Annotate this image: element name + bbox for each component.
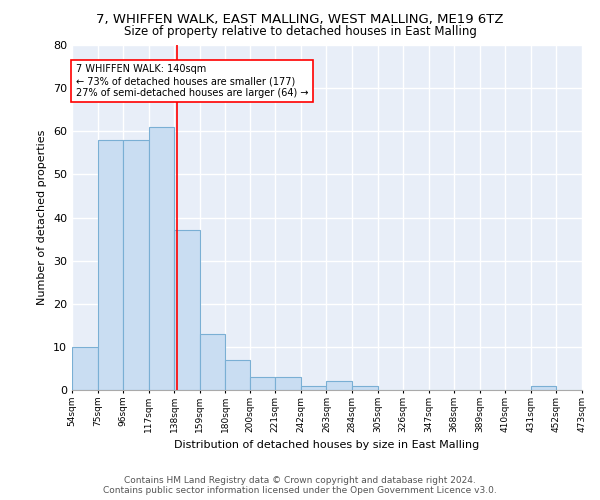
Text: 7, WHIFFEN WALK, EAST MALLING, WEST MALLING, ME19 6TZ: 7, WHIFFEN WALK, EAST MALLING, WEST MALL… <box>96 12 504 26</box>
Text: Size of property relative to detached houses in East Malling: Size of property relative to detached ho… <box>124 25 476 38</box>
Text: 7 WHIFFEN WALK: 140sqm
← 73% of detached houses are smaller (177)
27% of semi-de: 7 WHIFFEN WALK: 140sqm ← 73% of detached… <box>76 64 308 98</box>
Bar <box>174 230 200 390</box>
Text: Contains HM Land Registry data © Crown copyright and database right 2024.
Contai: Contains HM Land Registry data © Crown c… <box>103 476 497 495</box>
Bar <box>226 360 250 390</box>
Bar <box>200 334 226 390</box>
X-axis label: Distribution of detached houses by size in East Malling: Distribution of detached houses by size … <box>175 440 479 450</box>
Bar <box>326 382 352 390</box>
Bar <box>250 377 275 390</box>
Bar <box>98 140 123 390</box>
Bar <box>531 386 556 390</box>
Y-axis label: Number of detached properties: Number of detached properties <box>37 130 47 305</box>
Bar <box>72 347 98 390</box>
Bar <box>149 127 174 390</box>
Bar <box>301 386 326 390</box>
Bar <box>275 377 301 390</box>
Bar <box>352 386 377 390</box>
Bar <box>123 140 149 390</box>
